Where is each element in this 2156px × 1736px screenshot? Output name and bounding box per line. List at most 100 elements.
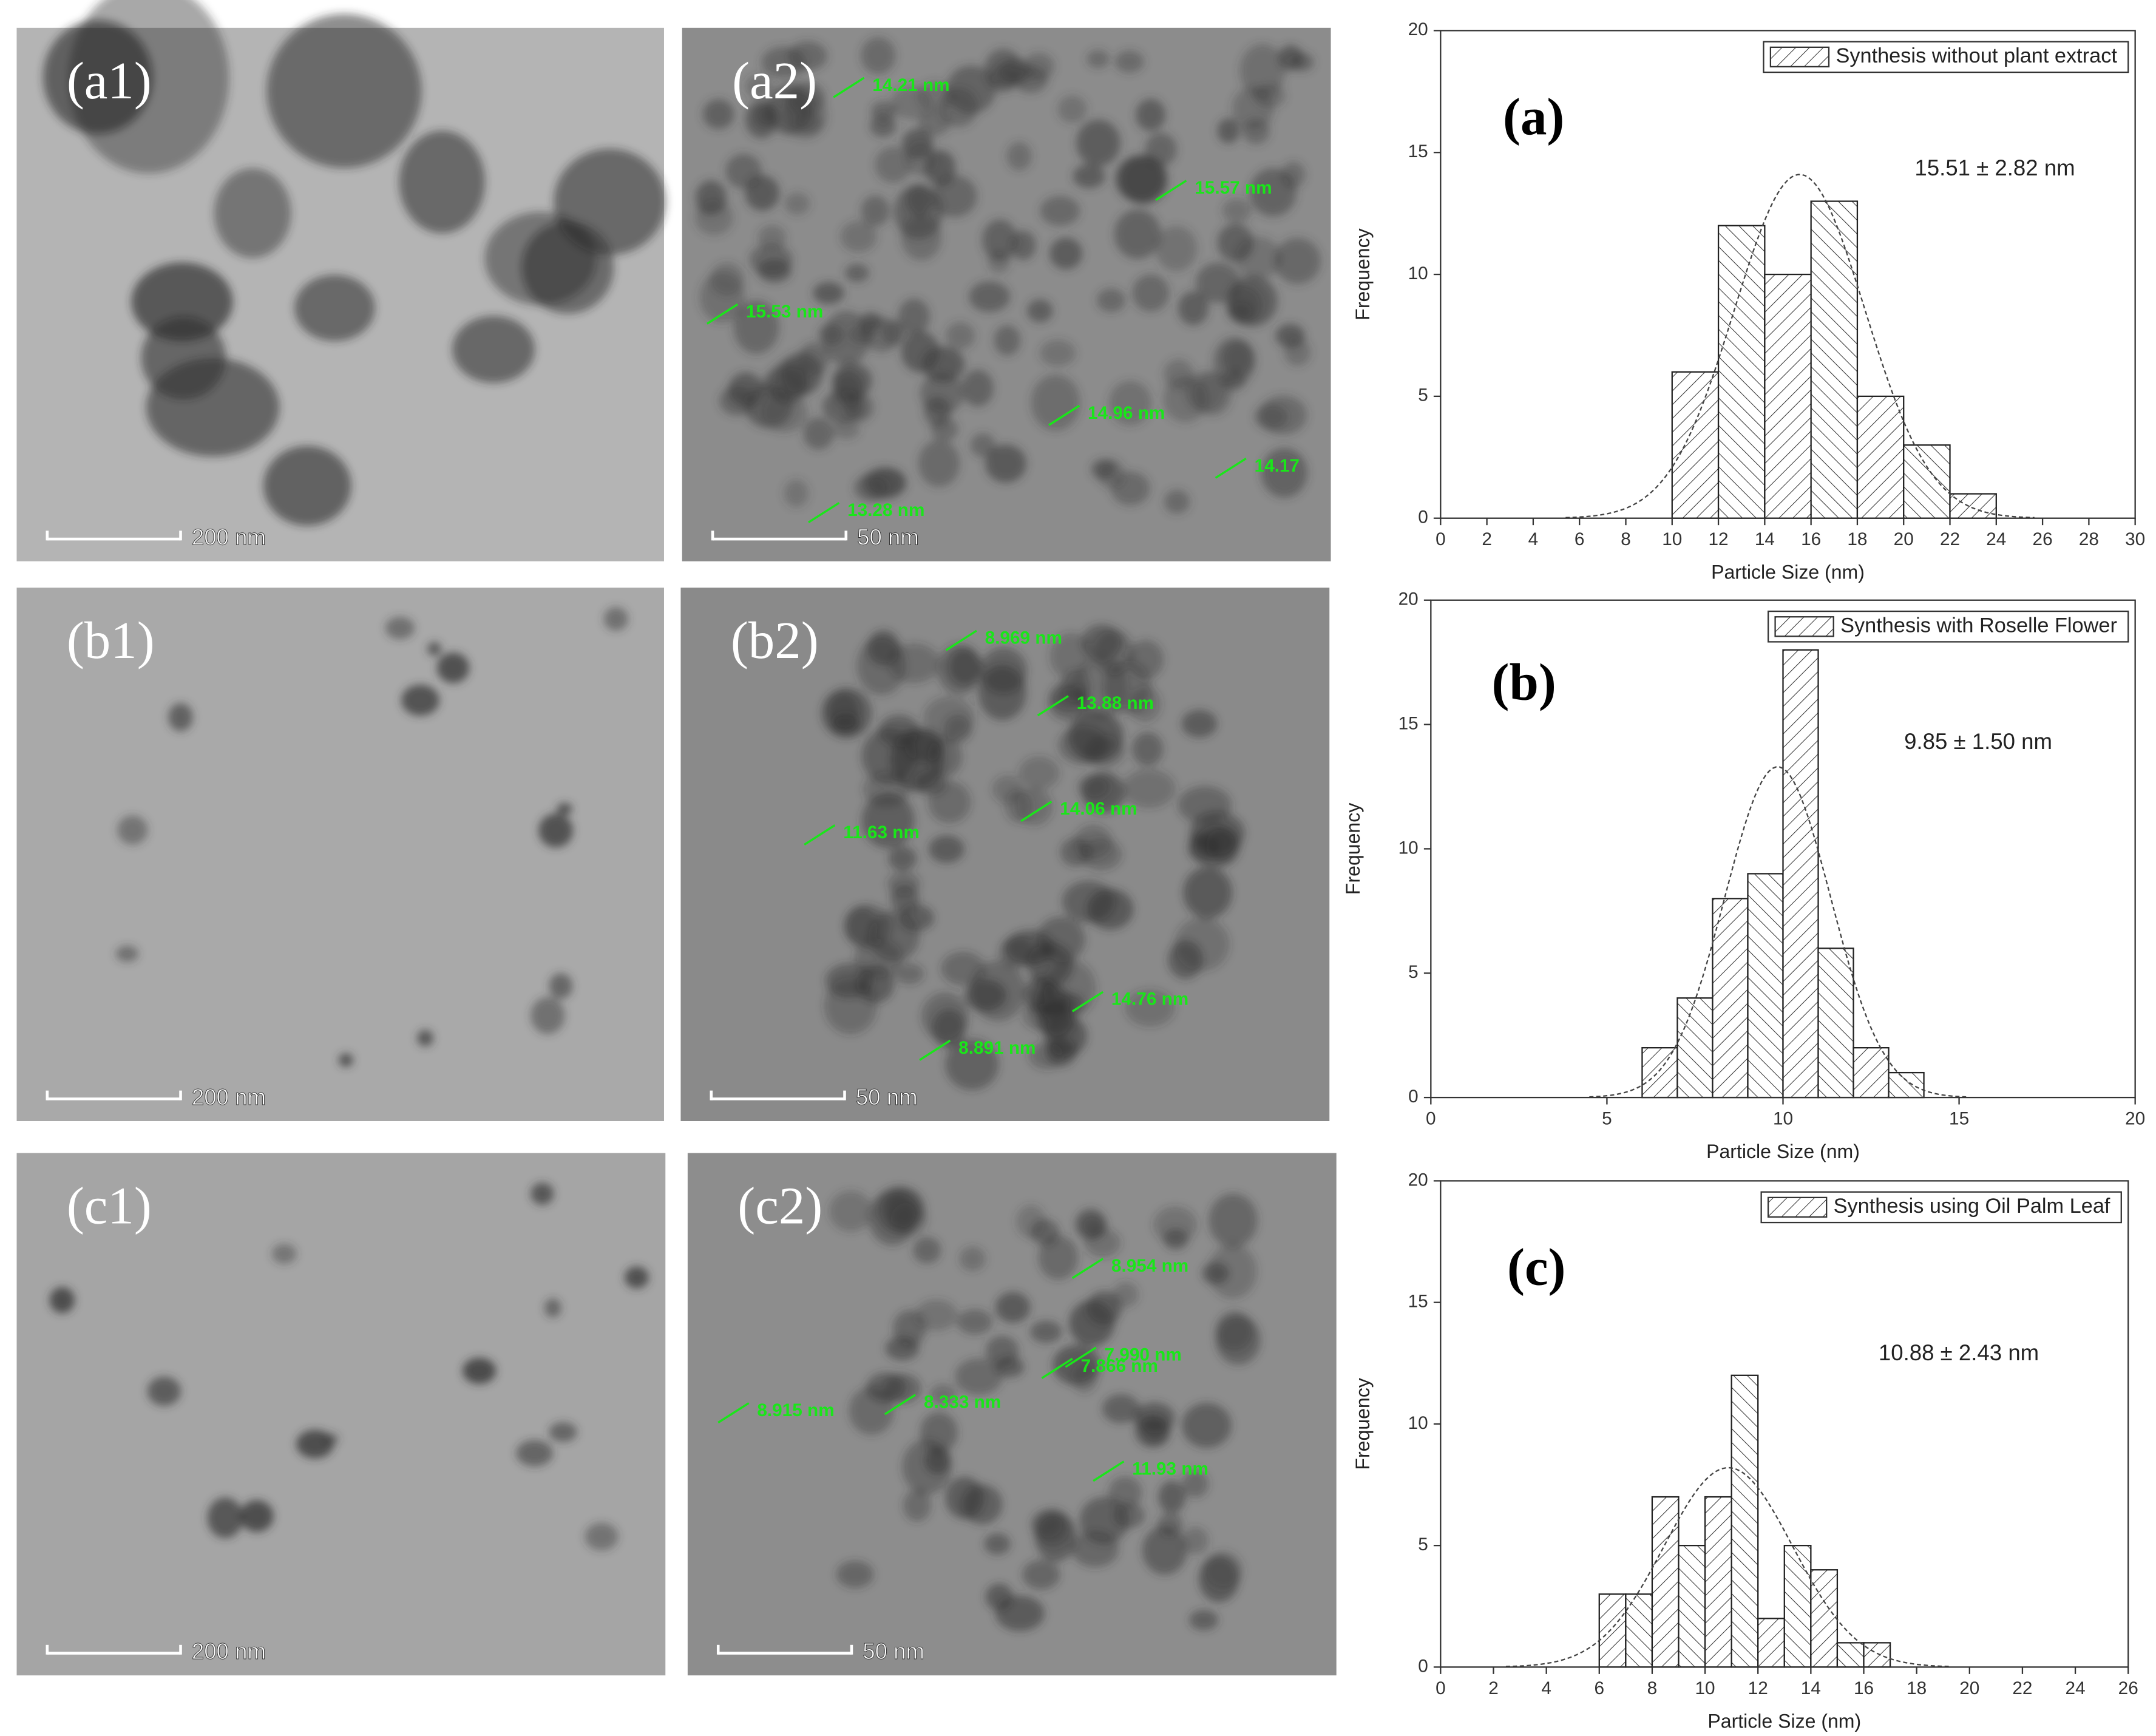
particles — [694, 37, 1321, 514]
particle — [1132, 274, 1170, 312]
particles — [42, 0, 666, 526]
measure-line — [884, 1394, 917, 1416]
y-tick-label: 10 — [1408, 1413, 1428, 1433]
particle — [1261, 448, 1307, 498]
particle — [1178, 291, 1209, 325]
particle — [294, 274, 375, 342]
particle — [932, 1009, 966, 1048]
x-tick-label: 6 — [1575, 529, 1585, 549]
particle — [557, 803, 572, 815]
panel-label: (c1) — [67, 1177, 152, 1235]
legend-label: Synthesis using Oil Palm Leaf — [1834, 1195, 2110, 1218]
plot-frame — [1440, 1180, 2129, 1668]
particle — [994, 325, 1021, 356]
particle — [832, 362, 872, 399]
particle — [937, 643, 982, 695]
particle — [1258, 395, 1307, 435]
chart-title: (a) — [1503, 87, 1564, 146]
particle — [1073, 164, 1105, 188]
particle — [784, 480, 809, 507]
particle — [1195, 262, 1241, 303]
particle — [853, 474, 889, 502]
legend-swatch — [1774, 616, 1834, 637]
x-axis-label: Particle Size (nm) — [1706, 1141, 1860, 1162]
measure-line — [833, 76, 865, 98]
particle — [147, 1376, 181, 1406]
particle — [168, 703, 193, 731]
x-tick-label: 10 — [1773, 1109, 1793, 1129]
particle — [463, 1357, 497, 1384]
x-tick-label: 6 — [1595, 1678, 1605, 1698]
particle — [1044, 1015, 1088, 1057]
particle — [240, 1500, 274, 1532]
particle — [625, 1266, 649, 1289]
annotation: 10.88 ± 2.43 nm — [1879, 1340, 2039, 1365]
particle — [710, 262, 745, 296]
x-tick-label: 2 — [1482, 529, 1492, 549]
particle — [1060, 838, 1092, 867]
particle — [832, 419, 860, 439]
particle — [1040, 339, 1076, 367]
bar — [1712, 898, 1749, 1099]
x-tick-label: 20 — [1894, 529, 1914, 549]
measurement-label: 13.88 nm — [1077, 693, 1154, 713]
particle — [544, 1298, 561, 1318]
measure-line — [1071, 1258, 1104, 1280]
measurement-label: 11.93 nm — [1132, 1459, 1209, 1479]
y-tick-label: 20 — [1398, 589, 1419, 609]
particle — [49, 1287, 75, 1314]
particle — [401, 684, 439, 716]
x-tick-label: 26 — [2033, 529, 2053, 549]
particle — [1155, 226, 1198, 271]
particles — [829, 1185, 1261, 1632]
annotation: 9.85 ± 1.50 nm — [1904, 729, 2052, 754]
particle — [399, 131, 486, 234]
particle — [263, 446, 351, 526]
particle — [825, 963, 873, 999]
particle — [1097, 459, 1125, 489]
bar — [1651, 1496, 1680, 1668]
particle — [417, 1029, 433, 1046]
x-tick-label: 16 — [1801, 529, 1821, 549]
measurement-label: 14.21 nm — [872, 75, 949, 95]
particle — [970, 960, 1026, 1022]
particle — [985, 444, 1026, 483]
particle — [117, 815, 148, 845]
particle — [984, 49, 1023, 89]
bar — [1817, 948, 1854, 1099]
scale-bar-label: 200 nm — [192, 1085, 266, 1110]
particle — [1215, 1315, 1261, 1365]
particle — [915, 1299, 958, 1331]
particle — [1158, 1480, 1186, 1513]
particle — [214, 168, 291, 259]
measure-line — [919, 1039, 951, 1061]
x-tick-label: 28 — [2079, 529, 2099, 549]
particle — [818, 324, 844, 346]
particle — [1114, 209, 1161, 259]
particle — [924, 396, 951, 427]
measure-line — [1020, 801, 1053, 822]
measurement-label: 7.866 nm — [1081, 1356, 1158, 1376]
x-tick-label: 18 — [1847, 529, 1867, 549]
particle — [932, 175, 977, 217]
particle — [1182, 1403, 1232, 1448]
particle — [1108, 1476, 1142, 1510]
scale-bar-label: 50 nm — [863, 1639, 924, 1664]
measure-line — [1155, 180, 1187, 202]
scale-bar-label: 200 nm — [192, 525, 266, 550]
particle — [1031, 1219, 1060, 1246]
measurement-label: 15.53 nm — [746, 302, 823, 322]
particle — [749, 243, 793, 276]
particle — [1142, 1525, 1187, 1575]
particle — [1182, 1470, 1209, 1498]
particle — [1274, 237, 1321, 284]
particle — [994, 1356, 1025, 1378]
particle — [978, 665, 1026, 721]
chart-title: (c) — [1507, 1238, 1566, 1296]
plot-frame — [1430, 599, 2136, 1099]
particle — [901, 331, 940, 373]
particle — [761, 46, 806, 78]
measurement-label: 14.76 nm — [1111, 989, 1188, 1009]
image-background — [16, 588, 664, 1121]
x-tick-label: 0 — [1426, 1109, 1436, 1129]
